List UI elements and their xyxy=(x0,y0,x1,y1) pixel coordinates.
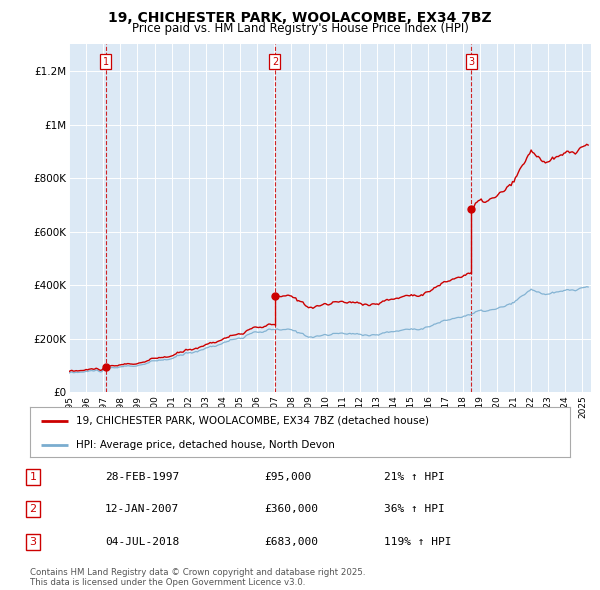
Text: £95,000: £95,000 xyxy=(264,472,311,481)
Text: 04-JUL-2018: 04-JUL-2018 xyxy=(105,537,179,546)
Text: 36% ↑ HPI: 36% ↑ HPI xyxy=(384,504,445,514)
Text: Price paid vs. HM Land Registry's House Price Index (HPI): Price paid vs. HM Land Registry's House … xyxy=(131,22,469,35)
Text: 12-JAN-2007: 12-JAN-2007 xyxy=(105,504,179,514)
Text: 28-FEB-1997: 28-FEB-1997 xyxy=(105,472,179,481)
Text: 2: 2 xyxy=(29,504,37,514)
Text: £360,000: £360,000 xyxy=(264,504,318,514)
Text: 19, CHICHESTER PARK, WOOLACOMBE, EX34 7BZ: 19, CHICHESTER PARK, WOOLACOMBE, EX34 7B… xyxy=(108,11,492,25)
Text: 3: 3 xyxy=(468,57,474,67)
Text: 1: 1 xyxy=(29,472,37,481)
Text: 119% ↑ HPI: 119% ↑ HPI xyxy=(384,537,452,546)
Text: 3: 3 xyxy=(29,537,37,546)
Text: 2: 2 xyxy=(272,57,278,67)
Text: Contains HM Land Registry data © Crown copyright and database right 2025.
This d: Contains HM Land Registry data © Crown c… xyxy=(30,568,365,587)
Text: £683,000: £683,000 xyxy=(264,537,318,546)
Text: 19, CHICHESTER PARK, WOOLACOMBE, EX34 7BZ (detached house): 19, CHICHESTER PARK, WOOLACOMBE, EX34 7B… xyxy=(76,415,429,425)
Text: 1: 1 xyxy=(103,57,109,67)
Text: 21% ↑ HPI: 21% ↑ HPI xyxy=(384,472,445,481)
Text: HPI: Average price, detached house, North Devon: HPI: Average price, detached house, Nort… xyxy=(76,440,335,450)
